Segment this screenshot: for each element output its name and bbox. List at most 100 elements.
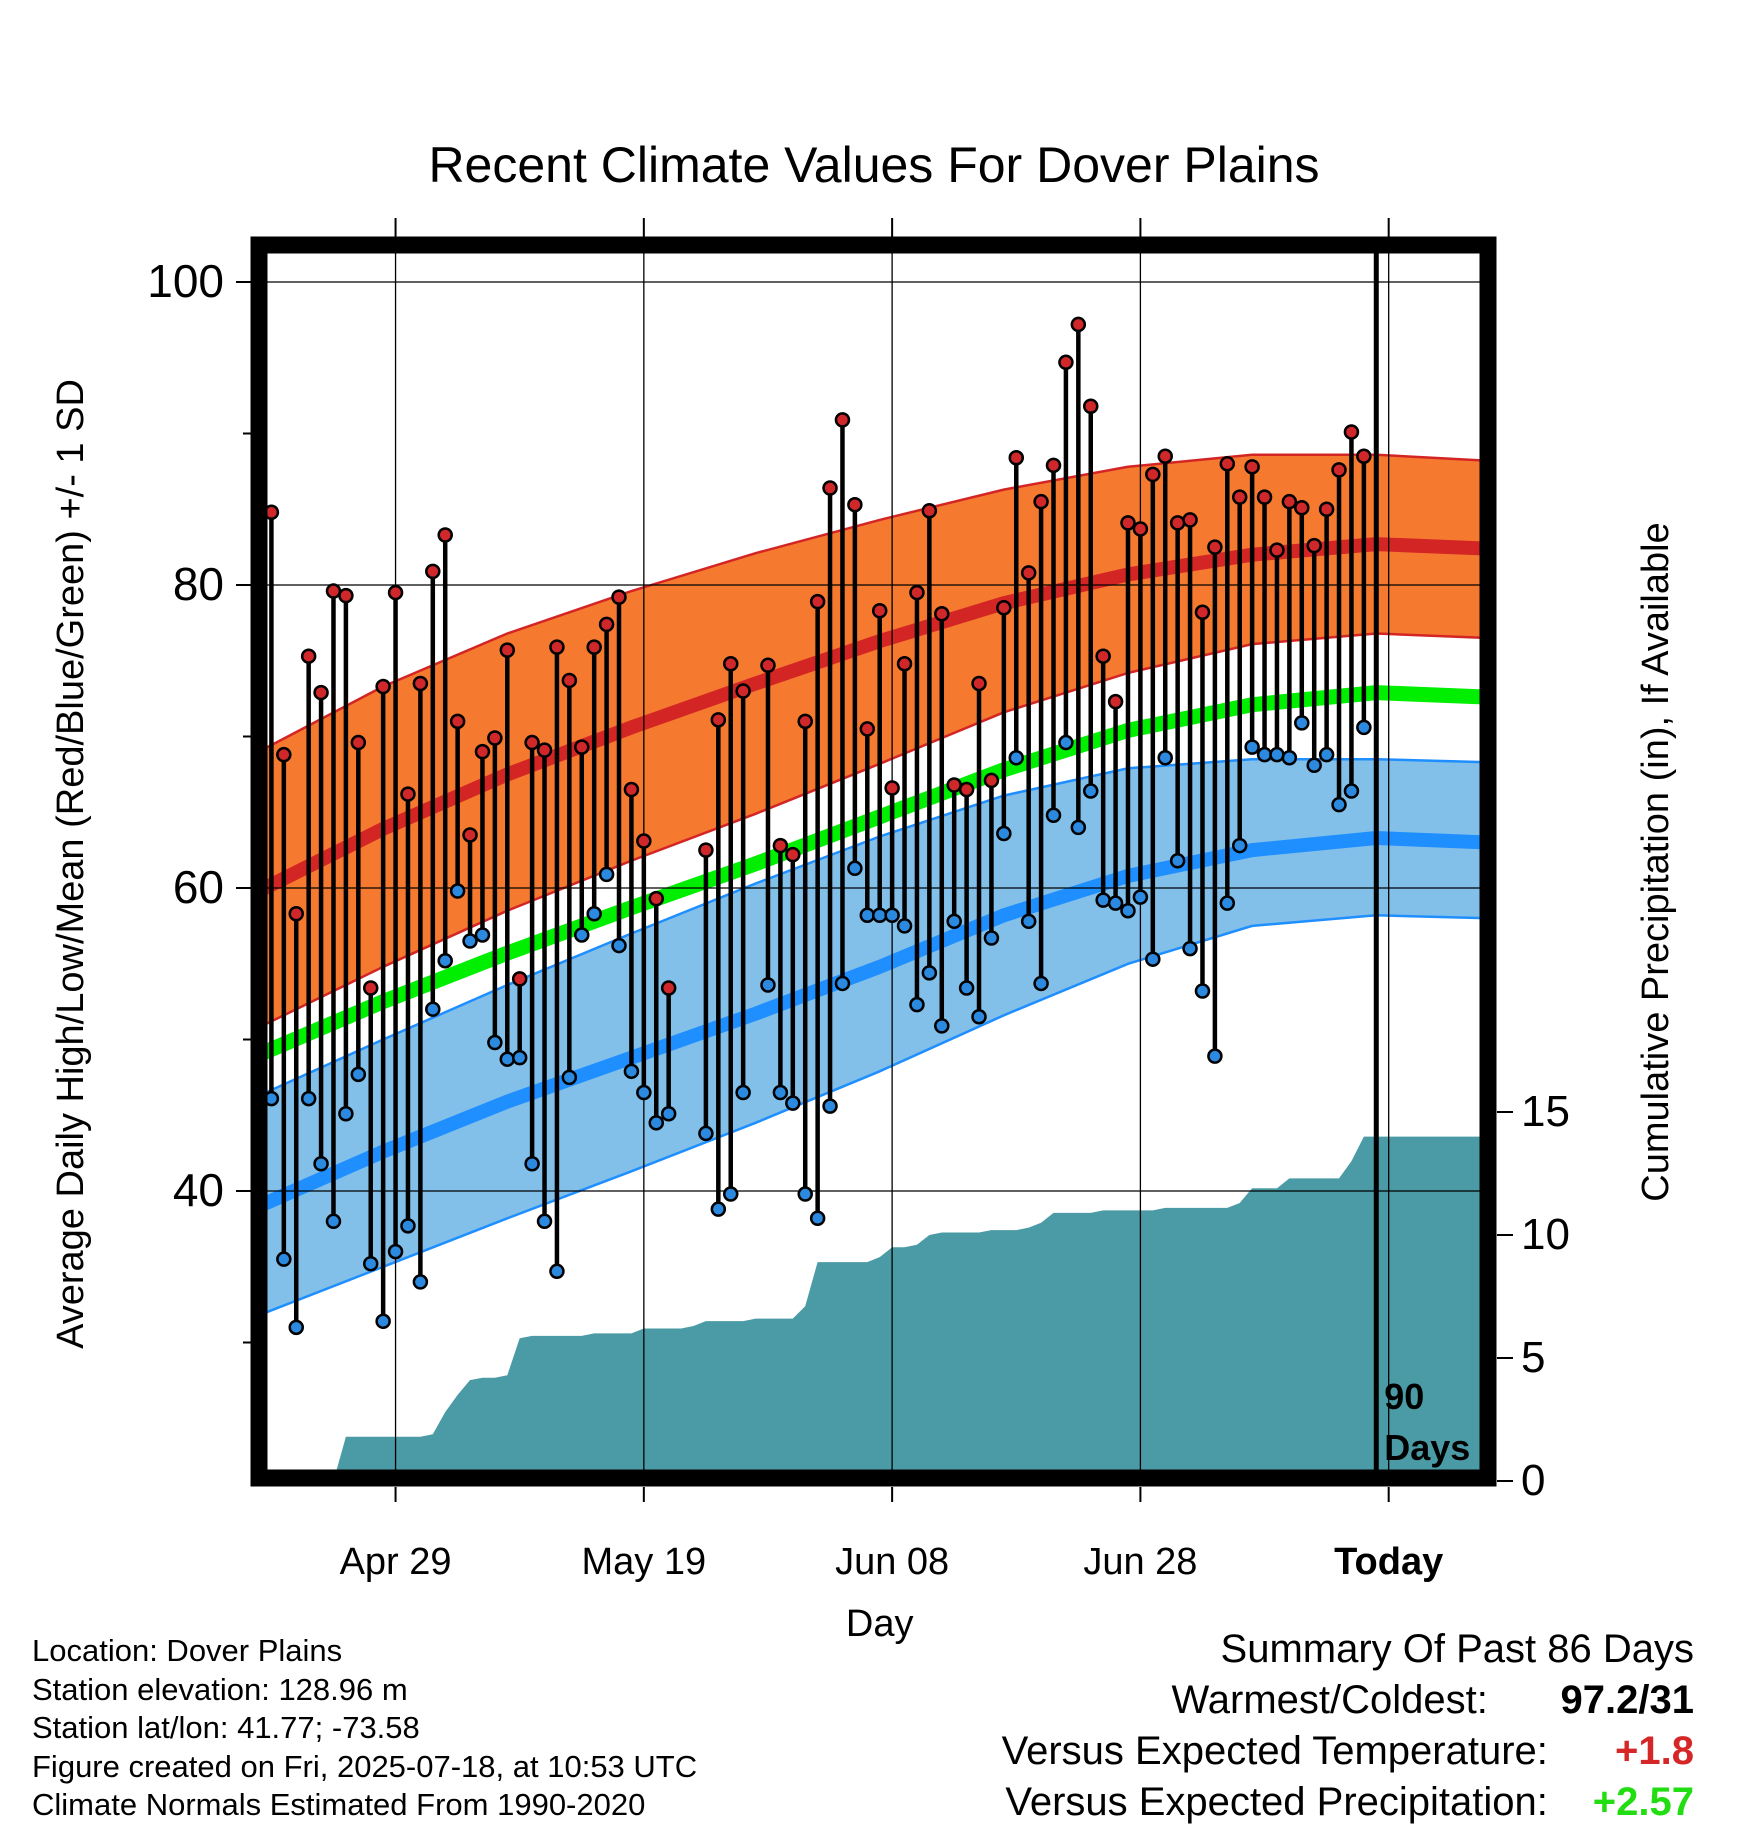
- daily-high-point-37: [722, 656, 739, 672]
- daily-low-point-55: [946, 913, 962, 930]
- x-tick-label: May 19: [582, 1541, 707, 1583]
- daily-low-point-73: [1169, 852, 1186, 869]
- daily-low-point-8: [362, 1255, 379, 1272]
- daily-low-point-44: [809, 1210, 826, 1227]
- x-tick-label: Today: [1334, 1541, 1443, 1583]
- daily-low-point-48: [859, 907, 876, 924]
- daily-low-point-24: [561, 1069, 578, 1086]
- daily-high-point-31: [648, 890, 665, 907]
- daily-high-point-68: [1107, 693, 1124, 710]
- high-sd-band: [259, 454, 1488, 1028]
- daily-high-point-44: [809, 593, 826, 610]
- daily-high-point-63: [1045, 457, 1062, 474]
- axes-layer: 100 80 60 40 15 10 5 0 Apr 29 May 19 Jun 08 Jun 28 T…: [50, 218, 1677, 1645]
- daily-high-point-66: [1082, 398, 1099, 414]
- daily-low-point-71: [1145, 951, 1161, 967]
- y2-axis-title: Cumulative Precipitation (in), If Availa…: [1635, 522, 1677, 1201]
- high-sd-band-upper-edge: [258, 453, 1489, 753]
- daily-low-point-29: [623, 1063, 640, 1080]
- daily-high-point-3: [300, 648, 317, 664]
- daily-low-point-26: [586, 906, 602, 922]
- daily-low-point-10: [387, 1243, 404, 1260]
- precip-area: [259, 1136, 1488, 1481]
- daily-high-point-76: [1207, 539, 1223, 555]
- daily-low-point-14: [437, 952, 453, 969]
- daily-high-point-65: [1070, 316, 1087, 333]
- y-tick-label: 60: [173, 861, 224, 913]
- daily-high-point-75: [1194, 604, 1211, 621]
- normals-text: Climate Normals Estimated From 1990-2020: [32, 1787, 646, 1822]
- daily-low-point-7: [350, 1066, 367, 1083]
- daily-high-point-25: [574, 739, 590, 755]
- daily-low-point-2: [288, 1319, 304, 1336]
- daily-low-point-69: [1120, 902, 1136, 919]
- daily-high-point-78: [1231, 489, 1248, 505]
- daily-high-point-86: [1331, 462, 1347, 478]
- x-tick-label: Jun 08: [835, 1541, 949, 1583]
- daily-low-point-6: [338, 1105, 354, 1122]
- daily-values-layer: [263, 316, 1372, 1336]
- daily-low-point-42: [785, 1095, 801, 1111]
- summary-panel: Summary Of Past 86 Days Warmest/Coldest:…: [1002, 1624, 1694, 1828]
- daily-low-point-15: [449, 883, 466, 899]
- daily-high-point-54: [934, 606, 950, 622]
- daily-low-point-81: [1269, 746, 1285, 763]
- daily-low-point-51: [896, 918, 913, 934]
- temp-anomaly-row: Versus Expected Temperature: +1.8: [1002, 1726, 1694, 1777]
- daily-high-point-15: [449, 713, 466, 730]
- daily-high-point-82: [1281, 493, 1298, 510]
- daily-low-point-37: [722, 1186, 739, 1202]
- daily-high-point-79: [1244, 459, 1260, 475]
- daily-high-point-35: [698, 842, 714, 858]
- daily-low-point-84: [1306, 757, 1322, 774]
- daily-low-point-25: [574, 927, 590, 943]
- daily-high-point-5: [325, 583, 342, 599]
- daily-high-point-58: [983, 772, 1000, 789]
- daily-high-point-59: [996, 599, 1012, 616]
- daily-high-point-1: [276, 746, 292, 763]
- daily-low-point-74: [1182, 940, 1198, 957]
- x-tick-label: Apr 29: [340, 1541, 452, 1583]
- daily-high-point-81: [1269, 542, 1285, 558]
- daily-low-point-23: [549, 1263, 565, 1280]
- daily-low-point-57: [971, 1009, 987, 1025]
- warmest-coldest-label: Warmest/Coldest:: [1171, 1678, 1488, 1722]
- daily-high-point-77: [1219, 456, 1236, 472]
- daily-high-point-85: [1318, 501, 1335, 517]
- daily-low-point-28: [611, 937, 627, 954]
- created-text: Figure created on Fri, 2025-07-18, at 10…: [32, 1748, 698, 1784]
- daily-low-point-87: [1343, 783, 1360, 799]
- precip-anomaly-row: Versus Expected Precipitation: +2.57: [1002, 1777, 1694, 1828]
- daily-high-point-2: [288, 906, 304, 922]
- daily-high-point-50: [884, 780, 900, 796]
- normal-low-line: [256, 831, 1489, 1213]
- daily-low-point-27: [598, 866, 615, 883]
- daily-high-point-80: [1256, 489, 1273, 505]
- daily-high-point-71: [1145, 466, 1161, 483]
- daily-low-point-13: [425, 1001, 441, 1017]
- daily-low-point-75: [1194, 983, 1211, 999]
- y2-tick-label: 15: [1521, 1087, 1570, 1136]
- daily-low-point-88: [1356, 719, 1372, 736]
- daily-high-point-67: [1095, 648, 1111, 664]
- daily-low-point-1: [276, 1251, 292, 1267]
- daily-low-point-31: [648, 1115, 665, 1131]
- station-info: Location: Dover Plains Station elevation…: [32, 1632, 697, 1825]
- daily-high-point-26: [586, 639, 602, 655]
- daily-high-point-40: [760, 657, 776, 674]
- chart-title: Recent Climate Values For Dover Plains: [428, 137, 1320, 193]
- latlon-text: Station lat/lon: 41.77; -73.58: [32, 1710, 420, 1745]
- elevation-text: Station elevation: 128.96 m: [32, 1671, 408, 1707]
- daily-high-point-23: [549, 639, 565, 655]
- daily-high-point-36: [710, 712, 727, 728]
- y2-tick-label: 10: [1521, 1210, 1570, 1259]
- daily-high-point-43: [797, 713, 813, 730]
- daily-low-point-16: [462, 933, 478, 949]
- daily-low-point-58: [983, 930, 1000, 946]
- x-tick-label: Jun 28: [1083, 1541, 1197, 1583]
- daily-low-point-43: [797, 1186, 813, 1202]
- daily-low-point-35: [698, 1125, 714, 1142]
- daily-high-point-52: [909, 584, 925, 601]
- daily-low-point-78: [1231, 837, 1248, 854]
- daily-low-point-63: [1045, 807, 1062, 824]
